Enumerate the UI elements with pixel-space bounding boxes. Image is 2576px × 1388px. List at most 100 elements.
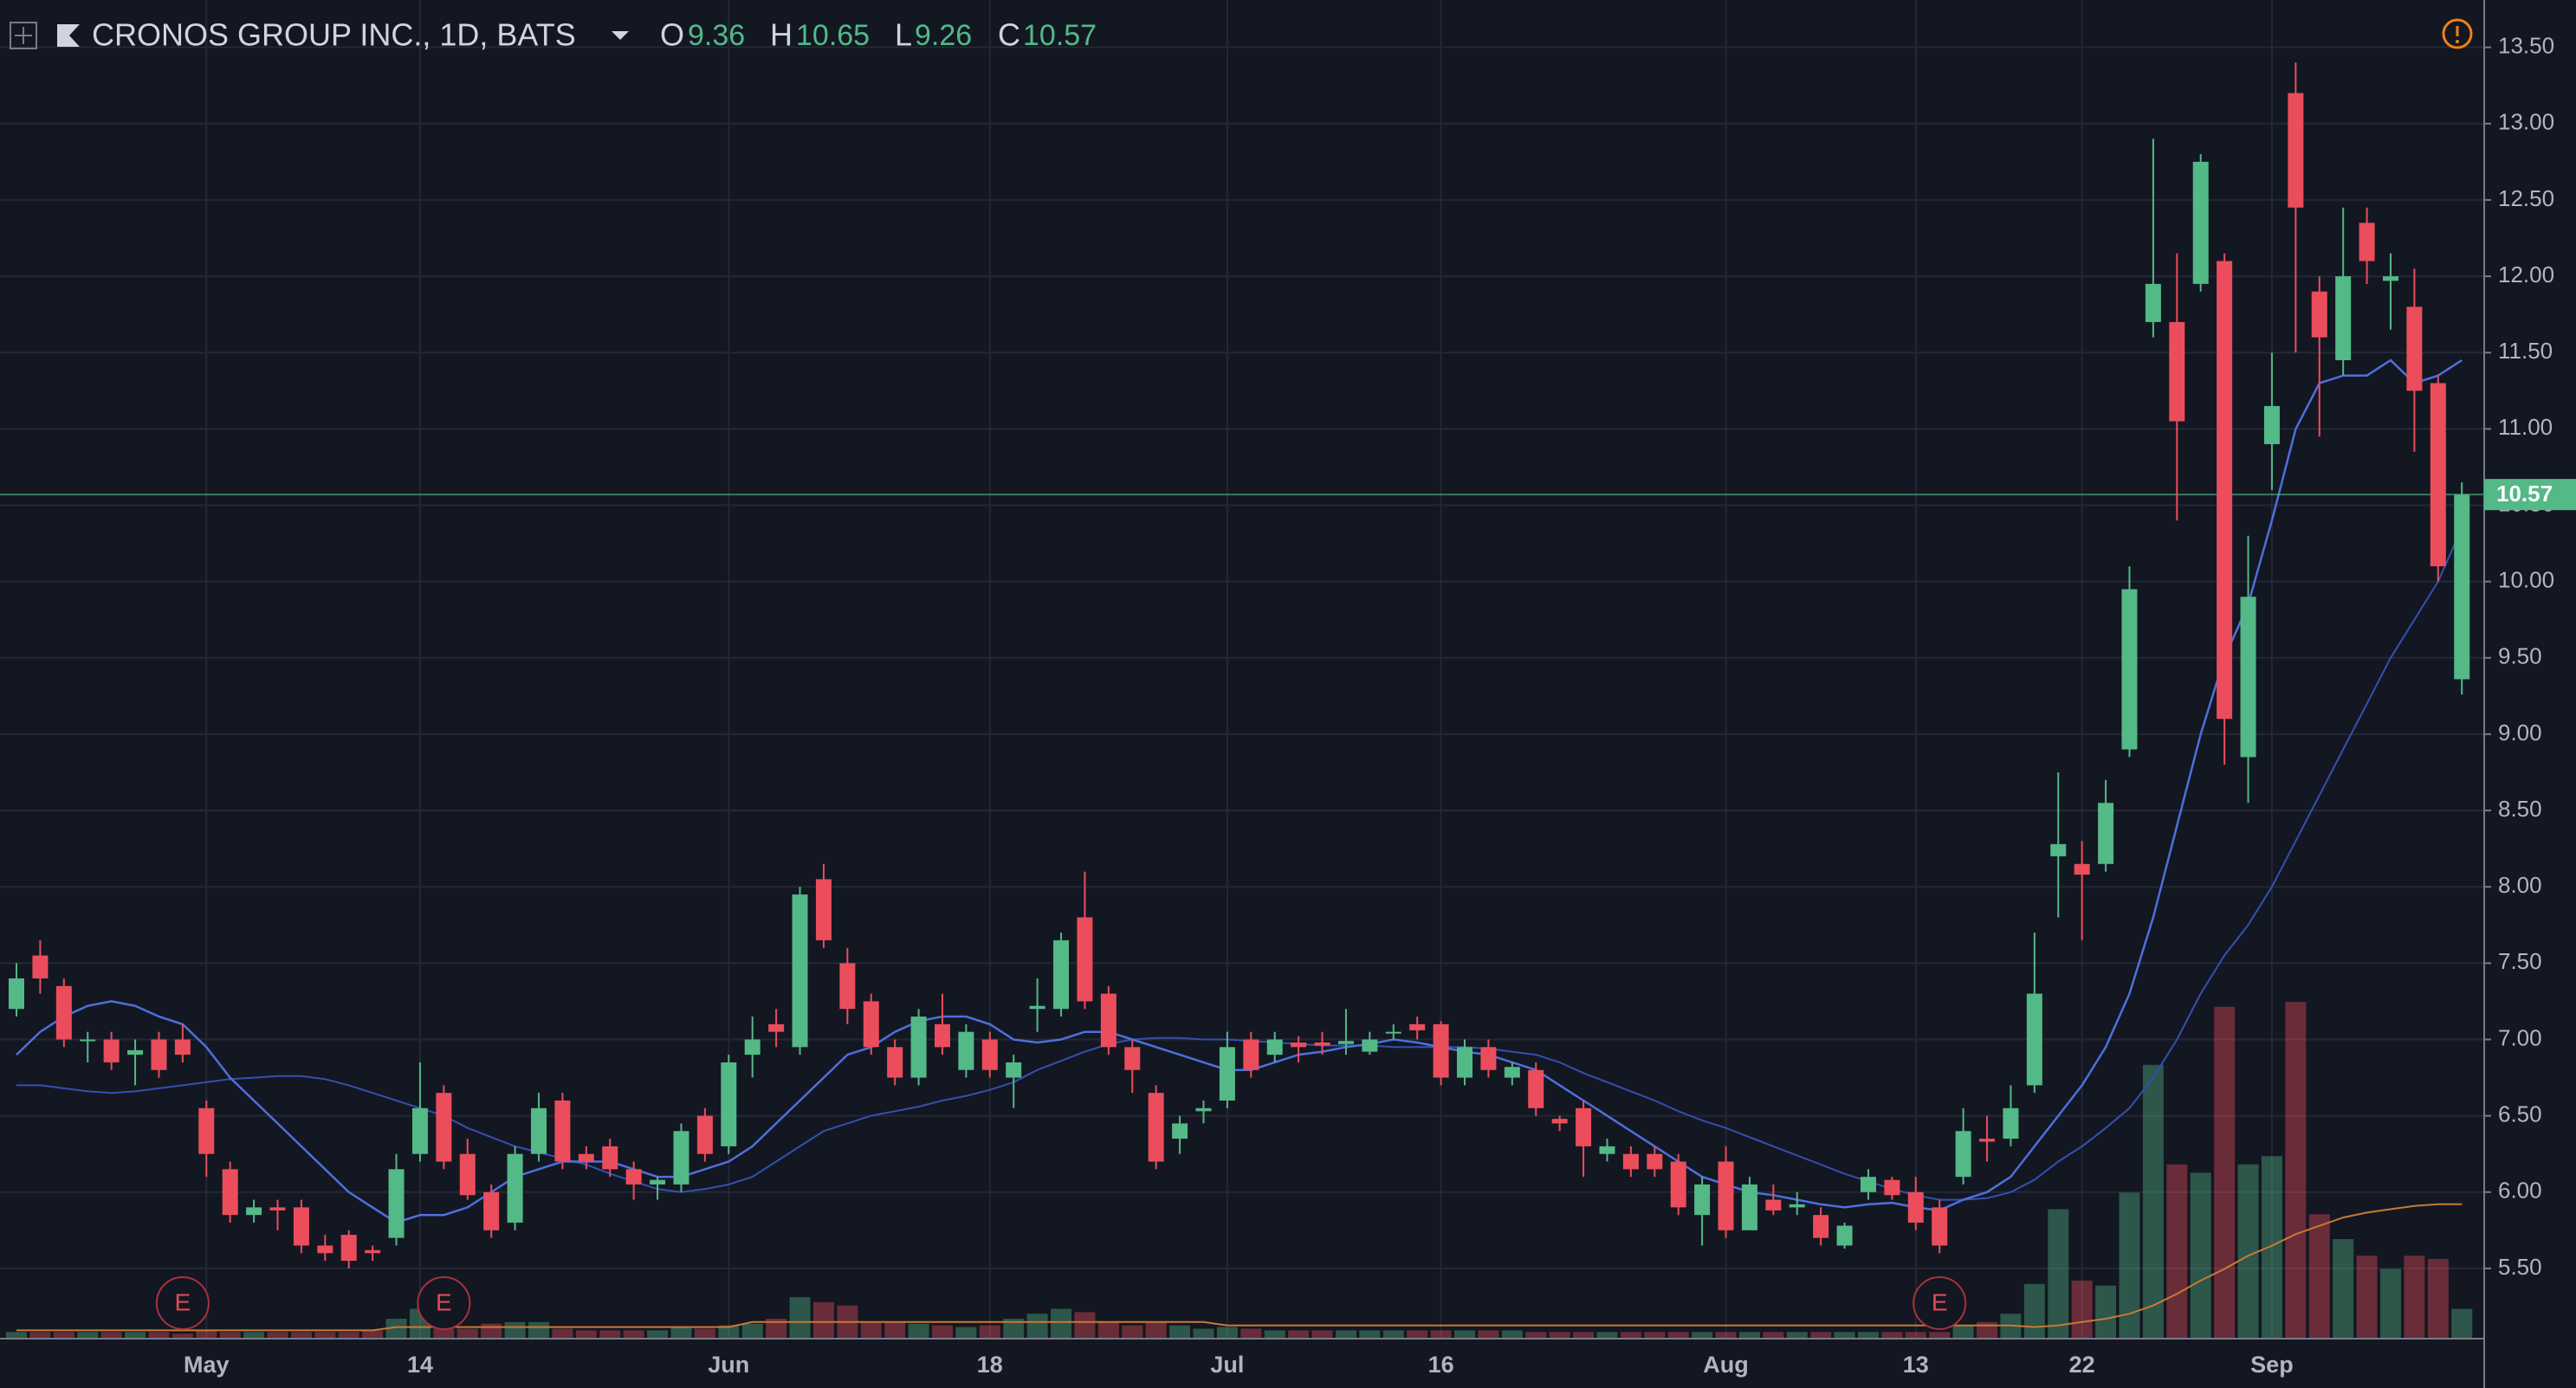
y-tick-label: 9.00 [2498, 720, 2542, 746]
earnings-marker [1913, 1276, 1967, 1330]
alert-icon[interactable] [2442, 18, 2473, 49]
last-price-tag [2484, 479, 2576, 511]
flag-icon[interactable] [57, 24, 80, 47]
volume-bar [1359, 1330, 1381, 1339]
earnings-label: E [1932, 1288, 1948, 1315]
volume-bar [1929, 1332, 1951, 1339]
volume-bar [1311, 1330, 1333, 1339]
candle-body [1077, 917, 1093, 1002]
add-icon[interactable] [10, 22, 37, 49]
candle-body [1884, 1179, 1900, 1196]
candle-body [1195, 1107, 1212, 1112]
volume-bar [219, 1332, 241, 1339]
volume-bar [1905, 1332, 1926, 1339]
volume-bar [77, 1332, 99, 1339]
candle-body [1457, 1047, 1473, 1078]
candle-body [1765, 1199, 1782, 1210]
candle-body [2240, 597, 2256, 758]
candle-body [459, 1153, 476, 1196]
candle-body [2026, 993, 2042, 1086]
candle-body [269, 1207, 286, 1210]
candle-body [1576, 1107, 1592, 1146]
candle-body [1480, 1047, 1497, 1070]
x-tick-label: 14 [407, 1352, 433, 1378]
volume-bar [1216, 1327, 1238, 1339]
volume-bar [766, 1319, 787, 1339]
volume-bar [1786, 1332, 1808, 1339]
volume-bar [267, 1332, 288, 1339]
volume-bar [1763, 1332, 1784, 1339]
volume-bar [1525, 1332, 1547, 1339]
volume-bar [243, 1332, 265, 1339]
volume-bar [29, 1332, 51, 1339]
candle-body [2335, 276, 2352, 361]
candle-body [696, 1115, 713, 1154]
earnings-label: E [436, 1288, 452, 1315]
y-tick-label: 6.50 [2498, 1101, 2542, 1127]
volume-bar [338, 1332, 359, 1339]
y-tick-label: 13.00 [2498, 109, 2554, 135]
candle-body [32, 955, 49, 978]
volume-bar [1881, 1332, 1903, 1339]
candle-body [1979, 1139, 1996, 1142]
candle-body [2121, 589, 2138, 750]
volume-bar [481, 1323, 502, 1339]
candle-body [1932, 1207, 1948, 1246]
x-tick-label: Aug [1703, 1352, 1748, 1378]
candle-body [1314, 1043, 1330, 1046]
candle-body [1622, 1153, 1639, 1170]
dropdown-caret[interactable] [612, 31, 629, 40]
candle-body [2288, 93, 2304, 208]
candle-body [768, 1023, 785, 1032]
volume-bar [2237, 1164, 2259, 1339]
volume-bar [2261, 1156, 2282, 1339]
volume-bar [1145, 1321, 1167, 1339]
volume-bar [1051, 1308, 1072, 1339]
candle-body [222, 1169, 238, 1216]
volume-bar [741, 1323, 763, 1339]
volume-bar [931, 1325, 953, 1339]
volume-bar [1478, 1330, 1499, 1339]
candle-body [2145, 283, 2161, 322]
candle-body [934, 1023, 950, 1048]
candle-body [2192, 161, 2209, 284]
candle-body [2050, 843, 2067, 856]
candle-body [293, 1207, 309, 1246]
candle-body [1029, 1005, 1045, 1010]
x-tick-label: 22 [2069, 1352, 2095, 1378]
volume-bar [1952, 1325, 1974, 1339]
symbol-title[interactable]: CRONOS GROUP INC., 1D, BATS [92, 17, 576, 53]
alert-icon-dot [2456, 40, 2459, 43]
candle-body [2454, 494, 2470, 680]
volume-bar [1122, 1325, 1143, 1339]
earnings-marker [417, 1276, 471, 1330]
volume-bar [2333, 1239, 2354, 1339]
candle-body [2074, 863, 2090, 875]
volume-bar [196, 1330, 217, 1339]
volume-bar [552, 1328, 573, 1339]
candle-body [910, 1017, 927, 1078]
candle-body [1718, 1161, 1734, 1230]
y-tick-label: 5.50 [2498, 1254, 2542, 1280]
candles [9, 62, 2470, 1269]
volume-bar [2119, 1192, 2140, 1339]
candle-body [9, 978, 24, 1010]
ohlc-label: O [660, 17, 684, 53]
candle-body [388, 1169, 405, 1238]
candle-body [1172, 1123, 1188, 1139]
volume-bar [1288, 1330, 1310, 1339]
earnings-marker [155, 1276, 210, 1330]
volume-bar [2451, 1308, 2473, 1339]
ohlc-value: 10.57 [1023, 19, 1097, 52]
x-tick-label: Jul [1210, 1352, 1244, 1378]
grid [0, 0, 2484, 1339]
x-tick-label: 13 [1903, 1352, 1929, 1378]
volume-bar [623, 1330, 644, 1339]
candle-body [1291, 1043, 1307, 1048]
candle-body [1433, 1023, 1449, 1078]
volume-bar [125, 1332, 146, 1339]
y-tick-label: 12.00 [2498, 261, 2554, 287]
